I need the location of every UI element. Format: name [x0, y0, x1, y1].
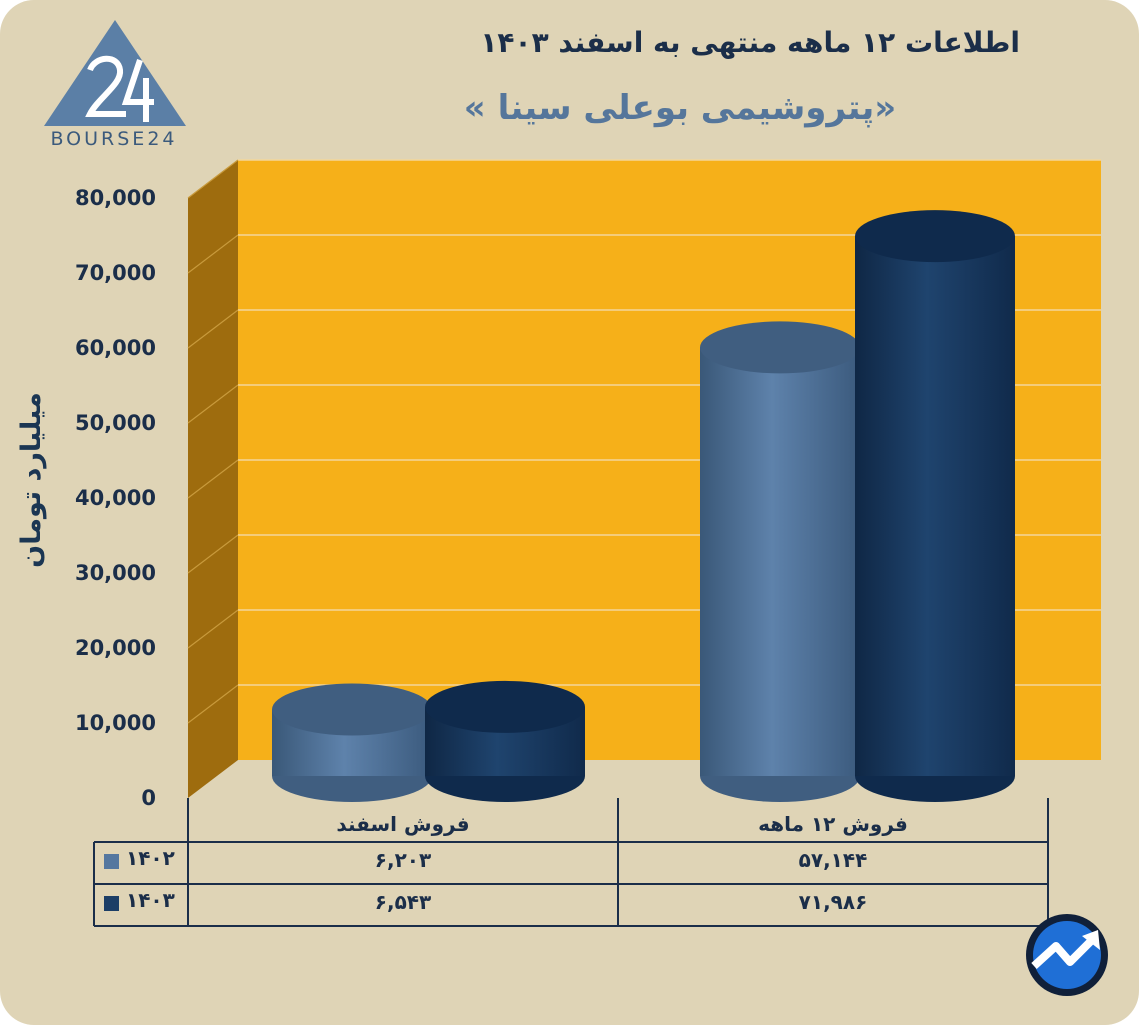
bar-body	[855, 236, 1015, 777]
bourse24-logo	[40, 18, 190, 158]
data-label-1402-esfand: ۶,۲۰۳	[374, 848, 432, 872]
bar-1402-12-month	[700, 321, 860, 802]
gridline-side-50000	[187, 384, 239, 424]
data-label-1403-12-month: ۷۱,۹۸۶	[798, 890, 868, 914]
chart-title: اطلاعات ۱۲ ماهه منتهی به اسفند ۱۴۰۳	[480, 26, 1020, 59]
bar-body	[700, 347, 860, 776]
data-label-1402-12-month: ۵۷,۱۴۴	[798, 848, 868, 872]
gridline-side-10000	[187, 684, 239, 724]
y-tick-label: 20,000	[75, 636, 156, 660]
trend-badge-icon	[1024, 912, 1110, 998]
legend-key-1402	[104, 854, 119, 869]
gridline-side-60000	[187, 309, 239, 349]
legend-label-1403: ۱۴۰۳	[126, 888, 175, 912]
gridline-side-80000	[187, 159, 239, 199]
bar-top	[272, 683, 432, 736]
legend-key-1403	[104, 896, 119, 911]
gridline-side-40000	[187, 459, 239, 499]
bar-1402-esfand	[272, 683, 432, 802]
data-label-1403-esfand: ۶,۵۴۳	[374, 890, 432, 914]
bar-1403-12-month	[855, 210, 1015, 802]
y-tick-label: 0	[141, 786, 156, 810]
bar-1403-esfand	[425, 680, 585, 802]
chart-subtitle: «پتروشیمی بوعلی سینا »	[463, 88, 897, 128]
gridline-side-30000	[187, 534, 239, 574]
gridline-side-20000	[187, 609, 239, 649]
legend-label-1402: ۱۴۰۲	[126, 846, 175, 870]
y-tick-label: 30,000	[75, 561, 156, 585]
y-axis-label: میلیارد تومان	[16, 392, 47, 568]
category-label-12-month: فروش ۱۲ ماهه	[758, 812, 908, 836]
y-tick-label: 80,000	[75, 186, 156, 210]
logo-text: BOURSE24	[50, 128, 178, 150]
bar-top	[855, 210, 1015, 263]
bar-top	[700, 321, 860, 374]
bar-top	[425, 680, 585, 733]
y-tick-label: 70,000	[75, 261, 156, 285]
y-tick-label: 10,000	[75, 711, 156, 735]
y-tick-label: 60,000	[75, 336, 156, 360]
category-label-esfand: فروش اسفند	[336, 812, 470, 836]
y-tick-label: 40,000	[75, 486, 156, 510]
gridline-side-70000	[187, 234, 239, 274]
y-tick-label: 50,000	[75, 411, 156, 435]
